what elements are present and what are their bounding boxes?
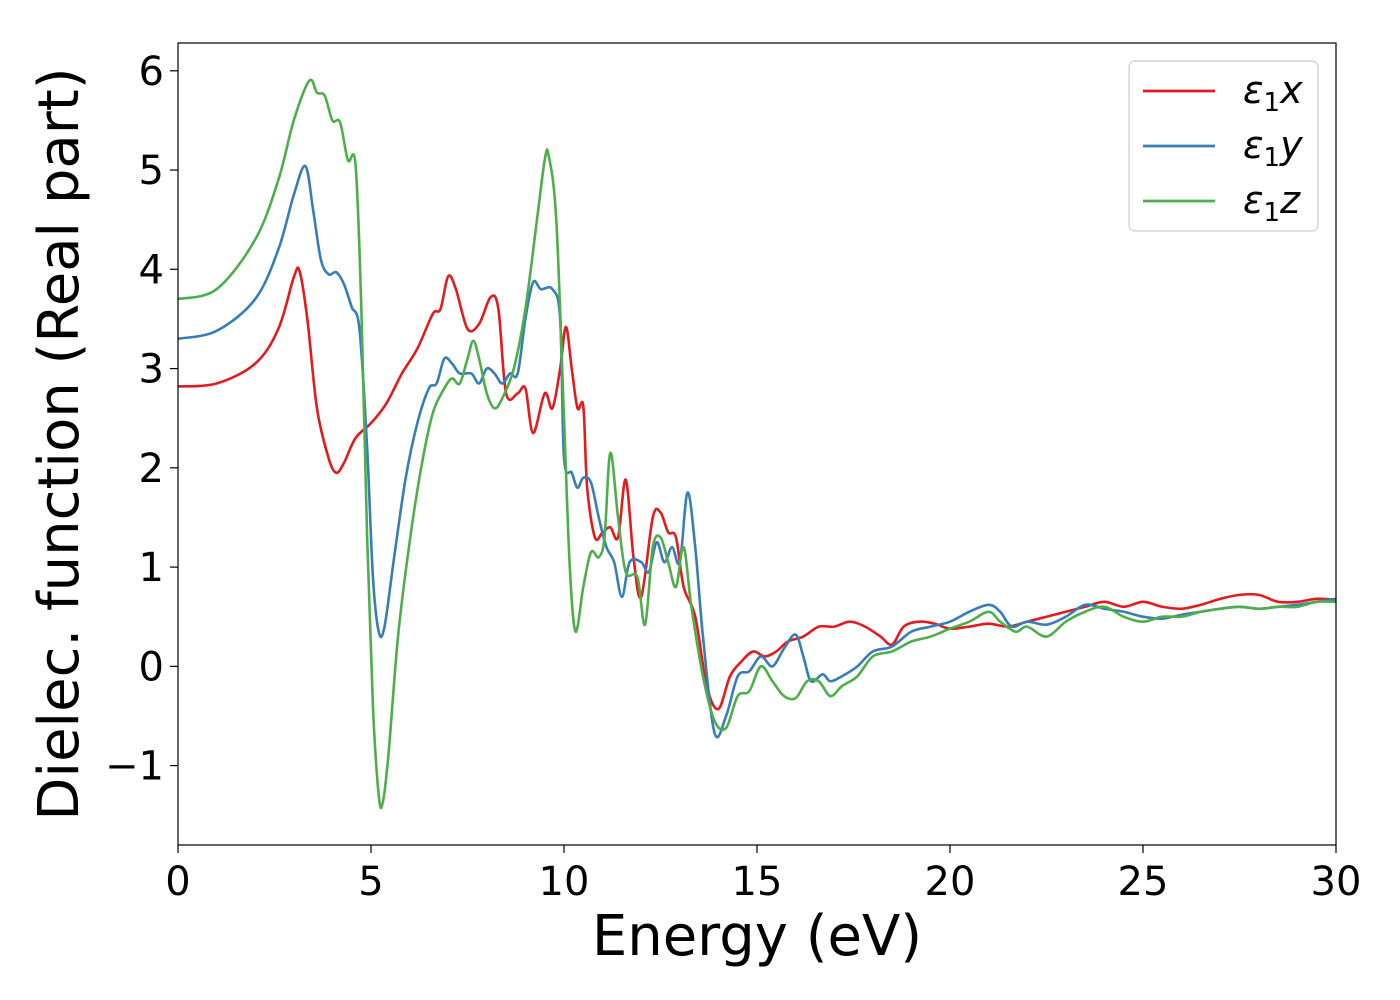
x-tick-label: 30 [1311,859,1362,905]
x-axis: 0 5 10 15 20 25 30 [165,845,1361,905]
x-tick-label: 15 [732,859,783,905]
legend-label-y: ε1y [1243,123,1303,173]
y-tick-label: 1 [139,545,164,591]
x-axis-label: Energy (eV) [592,904,922,969]
y-tick-label: 2 [139,446,164,492]
y-tick-label: −1 [105,744,164,790]
x-tick-label: 5 [358,859,383,905]
y-tick-label: 6 [139,49,164,95]
y-tick-label: 4 [139,247,164,293]
series-line-x [178,266,1336,711]
x-tick-label: 10 [539,859,590,905]
x-tick-label: 0 [165,859,190,905]
legend-box [1128,60,1319,232]
y-tick-label: 5 [139,148,164,194]
series-layer [178,78,1336,810]
legend-label-x: ε1x [1243,68,1303,118]
x-tick-label: 20 [925,859,976,905]
y-axis: −1 0 1 2 3 4 5 6 [105,49,178,790]
y-tick-label: 0 [139,644,164,690]
legend-label-z: ε1z [1243,178,1301,228]
y-axis-label: Dielec. function (Real part) [27,67,92,820]
y-tick-label: 3 [139,347,164,393]
series-line-y [178,164,1336,739]
x-tick-label: 25 [1118,859,1169,905]
series-line-z [178,78,1336,810]
